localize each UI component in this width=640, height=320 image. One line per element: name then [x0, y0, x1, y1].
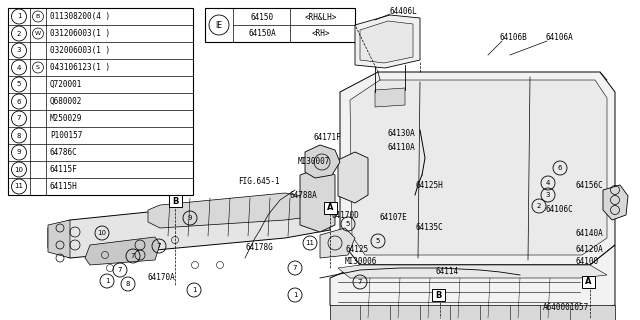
- Text: Q680002: Q680002: [50, 97, 83, 106]
- Text: 5: 5: [17, 82, 21, 87]
- Text: 031206003(1 ): 031206003(1 ): [50, 29, 110, 38]
- Polygon shape: [375, 88, 405, 107]
- Text: 1: 1: [292, 292, 297, 298]
- Text: A: A: [585, 277, 591, 286]
- Text: 64115F: 64115F: [50, 165, 77, 174]
- Text: 64786C: 64786C: [50, 148, 77, 157]
- Text: 1: 1: [192, 287, 196, 293]
- Text: 64406L: 64406L: [390, 7, 418, 17]
- Text: A: A: [327, 204, 333, 212]
- Polygon shape: [330, 305, 615, 320]
- Text: 64788A: 64788A: [290, 191, 317, 201]
- Text: 6: 6: [17, 99, 21, 105]
- Text: 64125: 64125: [345, 245, 368, 254]
- Text: 8: 8: [125, 281, 131, 287]
- Text: 1: 1: [105, 278, 109, 284]
- Text: B: B: [435, 291, 441, 300]
- Text: 7: 7: [358, 279, 362, 285]
- Text: A640001057: A640001057: [543, 303, 589, 313]
- Text: 64100: 64100: [575, 258, 598, 267]
- Text: S: S: [36, 65, 40, 70]
- Polygon shape: [355, 15, 420, 68]
- Text: 7: 7: [292, 265, 297, 271]
- FancyBboxPatch shape: [8, 8, 193, 195]
- Text: 64120A: 64120A: [575, 245, 603, 254]
- Text: 9: 9: [17, 149, 21, 156]
- FancyBboxPatch shape: [323, 202, 337, 214]
- Text: 2: 2: [17, 30, 21, 36]
- Text: 7: 7: [157, 243, 161, 249]
- Polygon shape: [350, 80, 607, 255]
- Text: 64110A: 64110A: [388, 143, 416, 153]
- Polygon shape: [360, 21, 413, 63]
- Text: 64140A: 64140A: [575, 228, 603, 237]
- FancyBboxPatch shape: [205, 8, 355, 42]
- Text: 64170D: 64170D: [332, 211, 360, 220]
- Polygon shape: [338, 265, 607, 278]
- Text: 10: 10: [97, 230, 106, 236]
- Text: P100157: P100157: [50, 131, 83, 140]
- Text: 64156C: 64156C: [575, 180, 603, 189]
- Text: 4: 4: [17, 65, 21, 70]
- Polygon shape: [85, 237, 160, 265]
- Text: 64130A: 64130A: [388, 129, 416, 138]
- Text: 11: 11: [305, 240, 314, 246]
- Polygon shape: [340, 72, 615, 265]
- Text: <RH>: <RH>: [312, 29, 330, 38]
- Text: 9: 9: [188, 215, 192, 221]
- Text: 64106A: 64106A: [545, 34, 573, 43]
- FancyBboxPatch shape: [431, 289, 445, 301]
- Text: 6: 6: [557, 165, 563, 171]
- Polygon shape: [330, 245, 615, 318]
- Text: 032006003(1 ): 032006003(1 ): [50, 46, 110, 55]
- Polygon shape: [48, 198, 330, 258]
- Text: 64106C: 64106C: [545, 205, 573, 214]
- Text: 64150: 64150: [250, 13, 273, 22]
- Polygon shape: [148, 193, 325, 228]
- Polygon shape: [305, 145, 340, 178]
- Text: 64125H: 64125H: [415, 180, 443, 189]
- Text: MI30007: MI30007: [298, 157, 330, 166]
- Text: B: B: [36, 14, 40, 19]
- Text: Q720001: Q720001: [50, 80, 83, 89]
- Text: 64106B: 64106B: [500, 34, 528, 43]
- Text: 011308200(4 ): 011308200(4 ): [50, 12, 110, 21]
- Text: 10: 10: [15, 166, 24, 172]
- Text: 043106123(1 ): 043106123(1 ): [50, 63, 110, 72]
- Text: 7: 7: [118, 267, 122, 273]
- Text: FIG.645-1: FIG.645-1: [238, 178, 280, 187]
- Text: B: B: [172, 196, 178, 205]
- Text: MI30006: MI30006: [345, 258, 378, 267]
- Text: 7: 7: [17, 116, 21, 122]
- Text: 64107E: 64107E: [380, 213, 408, 222]
- Text: 64178G: 64178G: [245, 244, 273, 252]
- Polygon shape: [338, 152, 368, 203]
- Text: <RH&LH>: <RH&LH>: [305, 13, 337, 22]
- Text: 11: 11: [15, 183, 24, 189]
- Text: 64135C: 64135C: [415, 223, 443, 233]
- Text: 3: 3: [546, 192, 550, 198]
- Text: 5: 5: [346, 221, 350, 227]
- FancyBboxPatch shape: [168, 195, 182, 207]
- Polygon shape: [603, 185, 628, 220]
- Text: 1: 1: [17, 13, 21, 20]
- Polygon shape: [320, 228, 355, 258]
- Text: IE: IE: [216, 20, 223, 29]
- Text: 5: 5: [376, 238, 380, 244]
- Text: W: W: [35, 31, 41, 36]
- Text: 8: 8: [17, 132, 21, 139]
- Polygon shape: [300, 168, 335, 232]
- FancyBboxPatch shape: [582, 276, 595, 288]
- Text: 64115H: 64115H: [50, 182, 77, 191]
- Text: 64170A: 64170A: [148, 274, 176, 283]
- Text: 64150A: 64150A: [248, 29, 276, 38]
- Text: 2: 2: [537, 203, 541, 209]
- Text: 64114: 64114: [435, 268, 458, 276]
- Text: 4: 4: [546, 180, 550, 186]
- Text: M250029: M250029: [50, 114, 83, 123]
- Text: 7: 7: [131, 253, 135, 259]
- Text: 3: 3: [17, 47, 21, 53]
- Polygon shape: [48, 220, 70, 258]
- Text: 64171F: 64171F: [313, 133, 340, 142]
